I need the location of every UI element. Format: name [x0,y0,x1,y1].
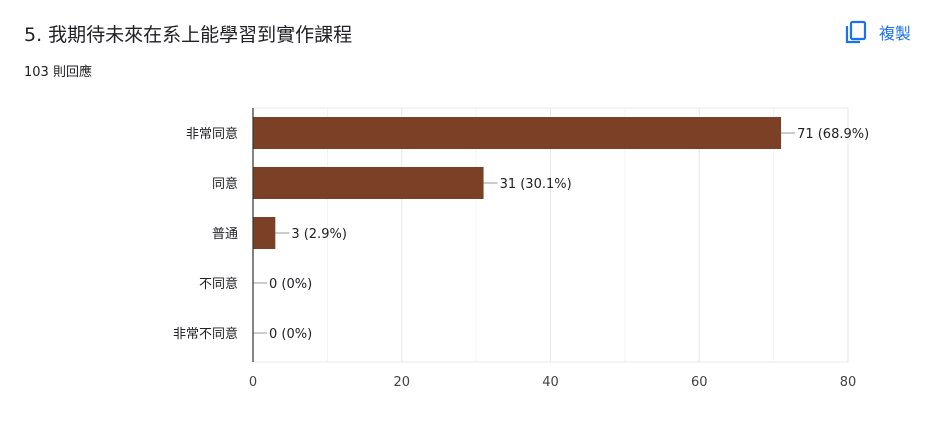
x-tick-label: 0 [249,375,257,390]
category-label: 普通 [212,227,238,242]
data-label: 0 (0%) [269,327,312,342]
data-label: 31 (30.1%) [500,177,572,192]
data-label: 0 (0%) [269,277,312,292]
data-label: 71 (68.9%) [797,127,869,142]
x-tick-label: 80 [840,375,857,390]
copy-icon [845,20,867,44]
bar [253,117,782,149]
data-label: 3 (2.9%) [291,227,347,242]
category-label: 同意 [212,176,238,192]
copy-label: 複製 [879,24,912,43]
copy-button[interactable]: 複製 [843,14,911,50]
category-label: 不同意 [199,276,238,292]
question-title: 5. 我期待未來在系上能學習到實作課程 [24,24,353,46]
bar [253,167,484,199]
x-tick-label: 60 [691,375,708,390]
x-tick-label: 40 [542,375,559,390]
bar [253,217,276,249]
x-tick-label: 20 [393,375,410,390]
category-label: 非常不同意 [173,326,238,342]
response-count: 103 則回應 [24,65,92,80]
category-label: 非常同意 [186,126,238,142]
